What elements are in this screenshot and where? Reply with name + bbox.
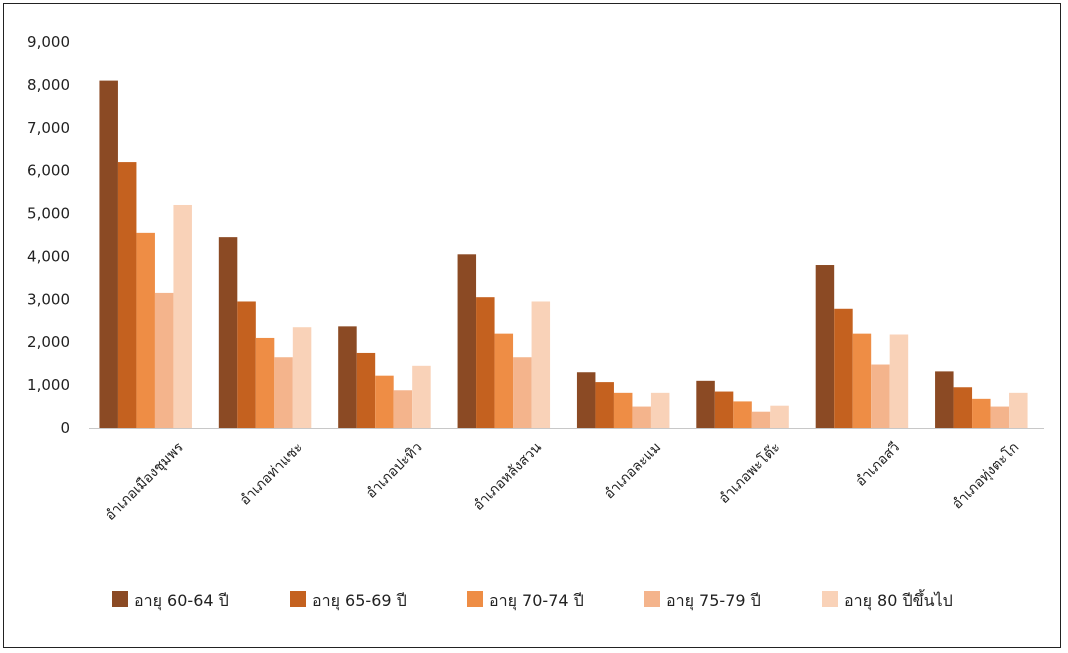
bar (117, 162, 137, 429)
bar (990, 406, 1010, 428)
y-tick-label: 4,000 (27, 247, 70, 265)
y-axis: 0 1,000 2,000 3,000 4,000 5,000 6,000 7,000 8,00… (27, 33, 70, 437)
legend-swatch (112, 591, 128, 607)
bar (834, 308, 853, 428)
y-tick-label: 2,000 (27, 333, 70, 351)
bar (476, 297, 495, 428)
legend-item: อายุ 75-79 ปี (644, 591, 761, 611)
legend-label: อายุ 60-64 ปี (134, 591, 229, 611)
bar-chart: 0 1,000 2,000 3,000 4,000 5,000 6,000 7,000 8,00… (27, 33, 1044, 611)
x-category-label: อำเภอท่าแซะ (237, 440, 306, 509)
bar (412, 365, 431, 428)
bar (770, 405, 789, 428)
bar (218, 237, 238, 428)
legend-swatch (822, 591, 838, 607)
bar (751, 411, 771, 428)
bar (576, 372, 596, 428)
bar (714, 391, 734, 428)
y-tick-label: 6,000 (27, 162, 70, 180)
bar (696, 380, 715, 428)
legend-item: อายุ 80 ปีขึ้นไป (822, 589, 953, 611)
bar (136, 232, 155, 428)
x-category-label: อำเภอหลังสวน (470, 439, 545, 514)
legend-label: อายุ 70-74 ปี (489, 591, 584, 611)
y-tick-label: 9,000 (27, 33, 70, 51)
bar (255, 337, 275, 428)
legend-item: อายุ 65-69 ปี (290, 591, 407, 611)
x-axis: อำเภอเมืองชุมพร อำเภอท่าแซะ อำเภอปะทิว อำเภ… (102, 439, 1022, 524)
bar (356, 352, 376, 428)
bar (650, 392, 670, 428)
legend-swatch (644, 591, 660, 607)
bar (1009, 392, 1028, 428)
y-tick-label: 3,000 (27, 290, 70, 308)
legend-label: อายุ 75-79 ปี (666, 591, 761, 611)
chart-frame: 0 1,000 2,000 3,000 4,000 5,000 6,000 7,000 8,00… (3, 3, 1061, 648)
y-tick-label: 8,000 (27, 76, 70, 94)
bar (513, 357, 532, 428)
legend-item: อายุ 60-64 ปี (112, 591, 229, 611)
bar (871, 364, 890, 428)
bar (494, 333, 514, 428)
bar (457, 254, 477, 428)
bar (972, 398, 991, 428)
bars (99, 80, 1028, 429)
bar (632, 406, 651, 428)
x-category-label: อำเภอทุ่งตะโก (949, 439, 1023, 513)
y-tick-label: 1,000 (27, 376, 70, 394)
x-category-label: อำเภอเมืองชุมพร (102, 439, 187, 524)
bar (292, 327, 312, 428)
y-tick-label: 5,000 (27, 205, 70, 223)
legend-item: อายุ 70-74 ปี (467, 591, 584, 611)
bar (815, 265, 835, 428)
legend: อายุ 60-64 ปี อายุ 65-69 ปี อายุ 70-74 ปี อ… (112, 589, 953, 611)
bar (953, 387, 973, 428)
x-category-label: อำเภอละแม (601, 440, 664, 503)
bar (889, 334, 909, 428)
bar (613, 392, 633, 428)
bar (99, 80, 118, 428)
bar (237, 301, 256, 428)
legend-label: อายุ 80 ปีขึ้นไป (844, 589, 953, 611)
bar (173, 204, 192, 428)
bar (531, 301, 551, 428)
bar (274, 357, 293, 428)
bar (935, 371, 954, 428)
bar (154, 292, 174, 428)
bar (733, 401, 752, 428)
y-tick-label: 7,000 (27, 119, 70, 137)
legend-label: อายุ 65-69 ปี (312, 591, 407, 611)
bar (595, 382, 614, 428)
legend-swatch (467, 591, 483, 607)
bar (852, 333, 872, 428)
y-tick-label: 0 (60, 419, 70, 437)
bar (338, 326, 357, 428)
x-category-label: อำเภอปะทิว (363, 440, 425, 502)
legend-swatch (290, 591, 306, 607)
bar (375, 375, 394, 428)
x-category-label: อำเภอสวี (853, 440, 903, 490)
x-category-label: อำเภอพะโต๊ะ (715, 439, 783, 507)
bar (393, 390, 413, 428)
